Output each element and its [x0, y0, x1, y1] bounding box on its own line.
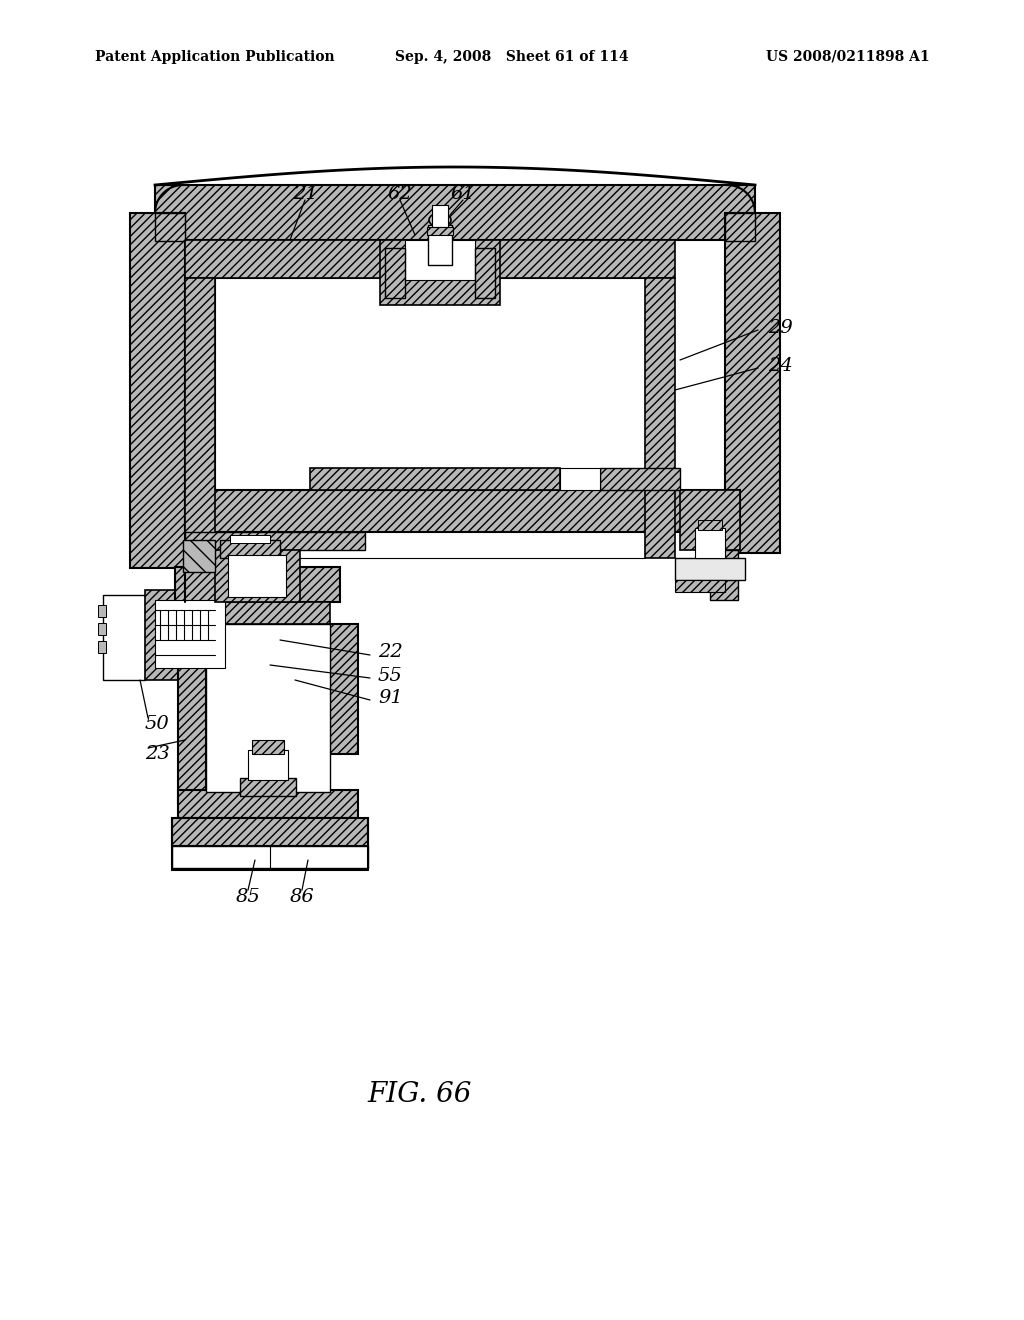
Bar — [185, 279, 215, 558]
Text: Patent Application Publication: Patent Application Publication — [95, 50, 335, 63]
Text: 23: 23 — [145, 744, 170, 763]
Bar — [185, 532, 365, 550]
Bar — [252, 741, 284, 754]
Bar — [228, 554, 286, 597]
Text: 29: 29 — [768, 319, 793, 337]
Bar — [385, 248, 406, 298]
Bar — [215, 550, 300, 602]
Bar — [155, 213, 185, 242]
Bar — [725, 213, 755, 242]
Text: FIG. 66: FIG. 66 — [368, 1081, 472, 1109]
Bar — [600, 469, 680, 490]
Bar — [155, 185, 755, 240]
Bar — [330, 624, 358, 754]
Bar — [175, 568, 340, 602]
Bar — [215, 279, 645, 558]
Bar — [428, 224, 452, 265]
Bar — [220, 540, 280, 558]
Bar — [178, 789, 358, 818]
Text: 55: 55 — [378, 667, 402, 685]
Bar — [248, 750, 288, 780]
Bar — [695, 528, 725, 558]
Bar — [185, 240, 675, 279]
Bar — [155, 601, 225, 668]
Text: Sep. 4, 2008   Sheet 61 of 114: Sep. 4, 2008 Sheet 61 of 114 — [395, 50, 629, 63]
Bar — [183, 540, 215, 572]
Text: 62: 62 — [388, 185, 413, 203]
Bar — [710, 550, 738, 601]
Bar — [432, 205, 449, 227]
Bar — [178, 624, 206, 804]
Bar — [103, 595, 145, 680]
Bar — [172, 818, 368, 846]
Bar — [698, 520, 722, 531]
Bar — [98, 605, 106, 616]
Bar — [230, 535, 270, 543]
Bar — [380, 240, 500, 305]
Text: 61: 61 — [451, 185, 475, 203]
Bar — [172, 846, 368, 869]
Bar — [185, 490, 740, 532]
Bar — [206, 624, 330, 792]
Bar — [675, 579, 725, 591]
Bar — [98, 642, 106, 653]
Bar — [645, 279, 675, 558]
Bar — [406, 240, 475, 280]
Text: 22: 22 — [378, 643, 402, 661]
Text: 50: 50 — [145, 715, 170, 733]
Text: 21: 21 — [293, 185, 317, 203]
Bar — [560, 469, 600, 490]
Bar — [310, 469, 560, 490]
Text: 91: 91 — [378, 689, 402, 708]
Bar — [725, 213, 780, 553]
Text: US 2008/0211898 A1: US 2008/0211898 A1 — [766, 50, 930, 63]
Bar — [145, 590, 234, 680]
Ellipse shape — [429, 213, 451, 227]
Bar — [130, 213, 185, 568]
Bar — [475, 248, 495, 298]
Bar — [675, 558, 745, 579]
Text: 86: 86 — [290, 888, 314, 906]
Bar — [427, 227, 453, 235]
Bar — [240, 777, 296, 796]
Text: 85: 85 — [236, 888, 260, 906]
Bar — [98, 623, 106, 635]
Bar — [185, 602, 330, 624]
Text: 24: 24 — [768, 356, 793, 375]
Bar — [680, 490, 740, 550]
